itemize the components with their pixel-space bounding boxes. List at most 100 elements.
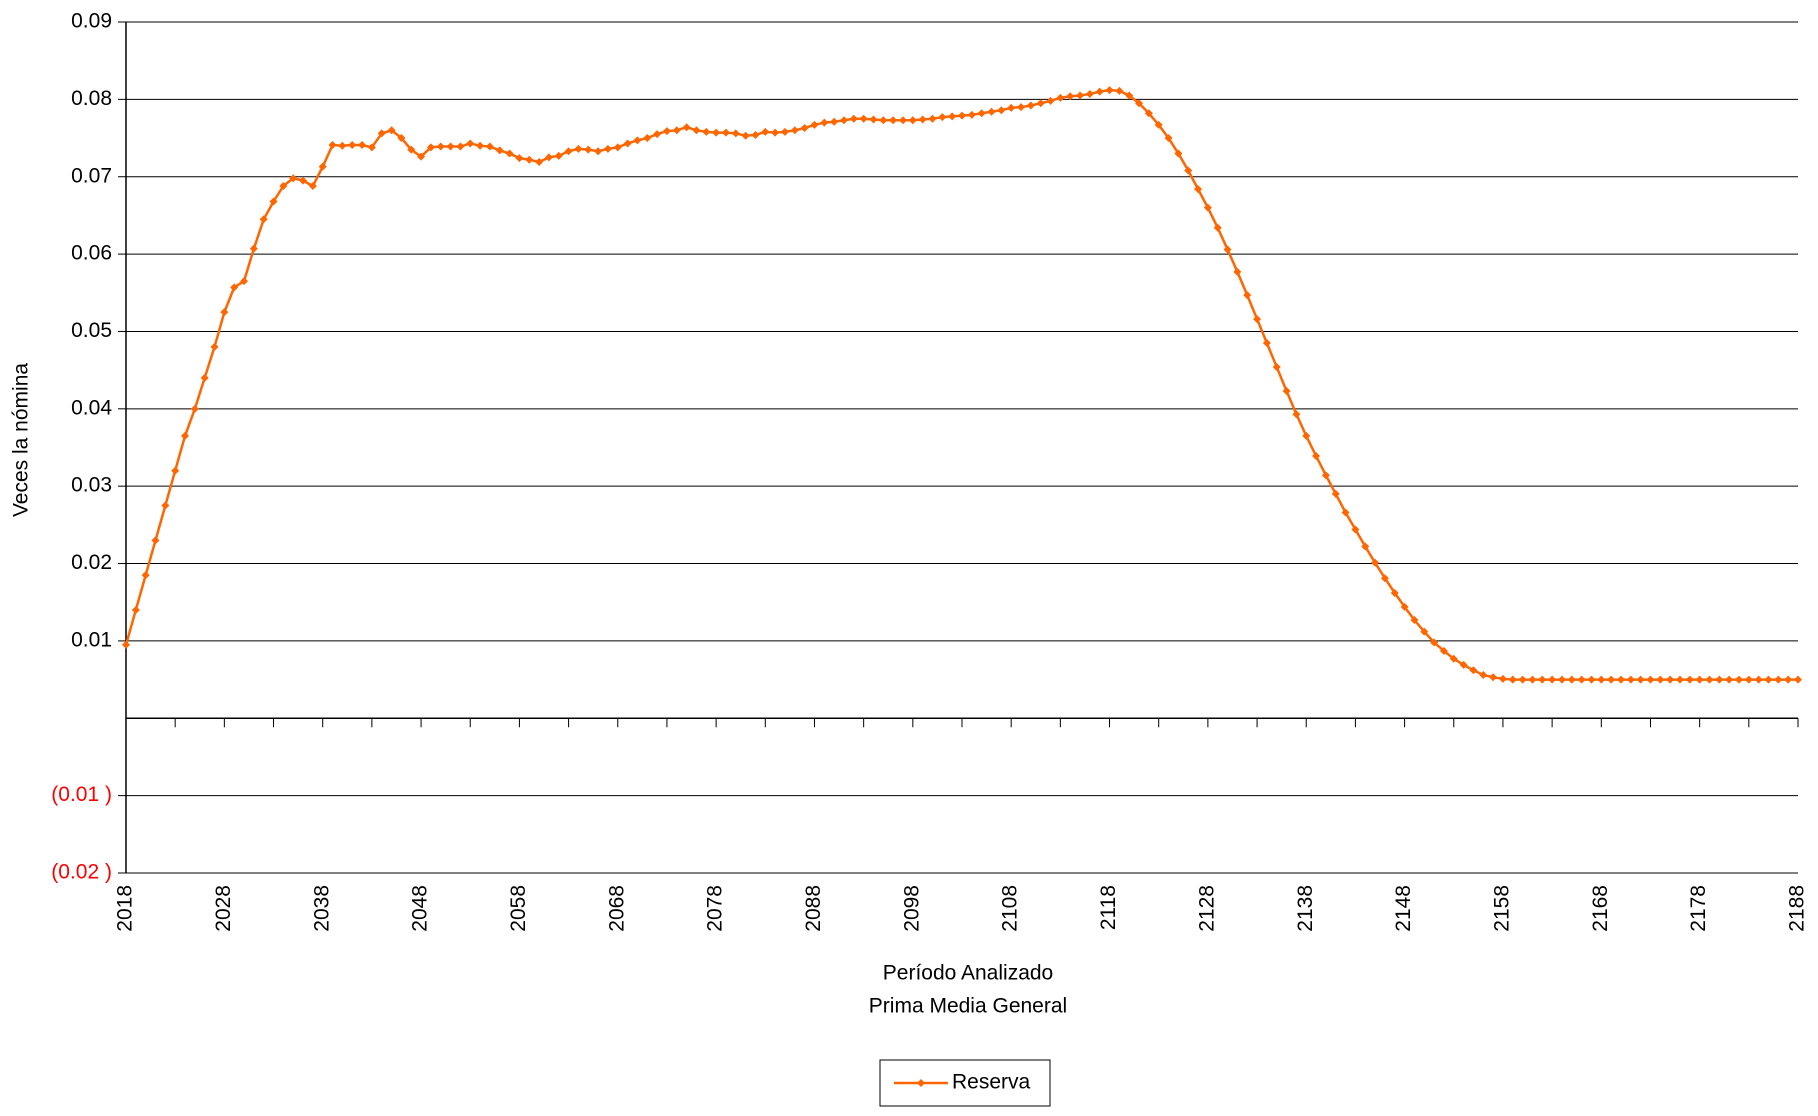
data-point	[200, 373, 209, 382]
data-point	[731, 129, 740, 138]
data-point	[712, 128, 721, 137]
data-point	[1203, 203, 1212, 212]
data-point	[1341, 508, 1350, 517]
x-tick-label: 2038	[310, 885, 333, 932]
data-point	[1744, 675, 1753, 684]
x-tick-label: 2018	[114, 885, 137, 932]
data-point	[387, 126, 396, 135]
data-point	[328, 141, 337, 150]
data-point	[1794, 675, 1802, 684]
y-tick-label: 0.01	[71, 628, 112, 651]
data-point	[1587, 675, 1596, 684]
x-tick-label: 2108	[999, 885, 1022, 932]
data-point	[820, 118, 829, 127]
data-point	[653, 130, 662, 139]
data-point	[721, 128, 730, 137]
data-point	[1725, 675, 1734, 684]
data-point	[997, 106, 1006, 115]
data-point	[1508, 675, 1517, 684]
data-point	[859, 114, 868, 123]
data-point	[289, 174, 298, 183]
x-tick-label: 2098	[900, 885, 923, 932]
data-point	[987, 107, 996, 116]
data-point	[1253, 315, 1262, 324]
data-point	[682, 123, 691, 132]
data-point	[525, 155, 534, 164]
y-tick-label: 0.08	[71, 87, 112, 110]
data-point	[1046, 96, 1055, 105]
data-point	[1371, 558, 1380, 567]
data-point	[259, 215, 268, 224]
data-point	[1705, 675, 1714, 684]
data-point	[1656, 675, 1665, 684]
data-point	[751, 130, 760, 139]
data-point	[515, 154, 524, 163]
data-point	[1026, 101, 1035, 110]
data-point	[190, 404, 199, 413]
data-point	[240, 277, 249, 286]
data-point	[613, 143, 622, 152]
data-point	[269, 197, 278, 206]
data-point	[1066, 92, 1075, 101]
x-tick-label: 2068	[605, 885, 628, 932]
data-point	[623, 139, 632, 148]
data-point	[702, 127, 711, 136]
data-point	[672, 126, 681, 135]
data-point	[210, 342, 219, 351]
data-point	[771, 128, 780, 137]
data-point	[1626, 675, 1635, 684]
data-point	[1292, 410, 1301, 419]
data-point	[958, 111, 966, 120]
y-tick-label: 0.09	[71, 10, 112, 33]
data-point	[889, 116, 898, 125]
data-point	[436, 142, 445, 151]
x-tick-label: 2048	[409, 885, 432, 932]
data-point	[505, 149, 514, 158]
data-point	[1538, 675, 1547, 684]
series-line	[124, 88, 1798, 681]
x-tick-label: 2118	[1097, 885, 1120, 930]
y-tick-label: 0.02	[71, 551, 112, 574]
data-point	[1439, 646, 1448, 655]
data-point	[1734, 675, 1743, 684]
data-point	[1754, 675, 1763, 684]
data-point	[1420, 627, 1429, 636]
data-point	[377, 129, 386, 138]
data-point	[407, 145, 416, 154]
data-point	[1115, 86, 1124, 95]
subtitle: Prima Media General	[869, 995, 1067, 1018]
data-point	[1036, 99, 1045, 108]
x-tick-label: 2148	[1392, 885, 1415, 932]
x-tick-label: 2088	[802, 885, 825, 932]
data-point	[1223, 245, 1232, 254]
data-point	[299, 176, 308, 185]
data-point	[151, 536, 160, 545]
data-point	[603, 144, 612, 153]
data-point	[338, 141, 347, 150]
data-point	[1135, 99, 1144, 108]
y-tick-label: 0.03	[71, 474, 112, 497]
data-point	[318, 162, 327, 171]
data-point	[1144, 109, 1153, 118]
data-point	[1213, 223, 1222, 232]
data-point	[446, 142, 455, 151]
data-point	[574, 144, 583, 153]
data-point	[1764, 675, 1773, 684]
data-point	[643, 134, 652, 143]
data-point	[1194, 185, 1203, 194]
data-point	[1430, 638, 1439, 647]
data-point	[1154, 120, 1163, 129]
data-point	[633, 136, 642, 145]
y-axis-title: Veces la nómina	[10, 363, 33, 517]
data-point	[977, 109, 986, 118]
data-point	[1312, 452, 1321, 461]
data-point	[426, 143, 435, 152]
y-tick-label: (0.01 )	[51, 783, 112, 806]
data-point	[780, 127, 789, 136]
data-point	[230, 283, 239, 292]
data-point	[1125, 91, 1134, 100]
data-point	[1174, 149, 1183, 158]
legend-label: Reserva	[952, 1071, 1031, 1094]
